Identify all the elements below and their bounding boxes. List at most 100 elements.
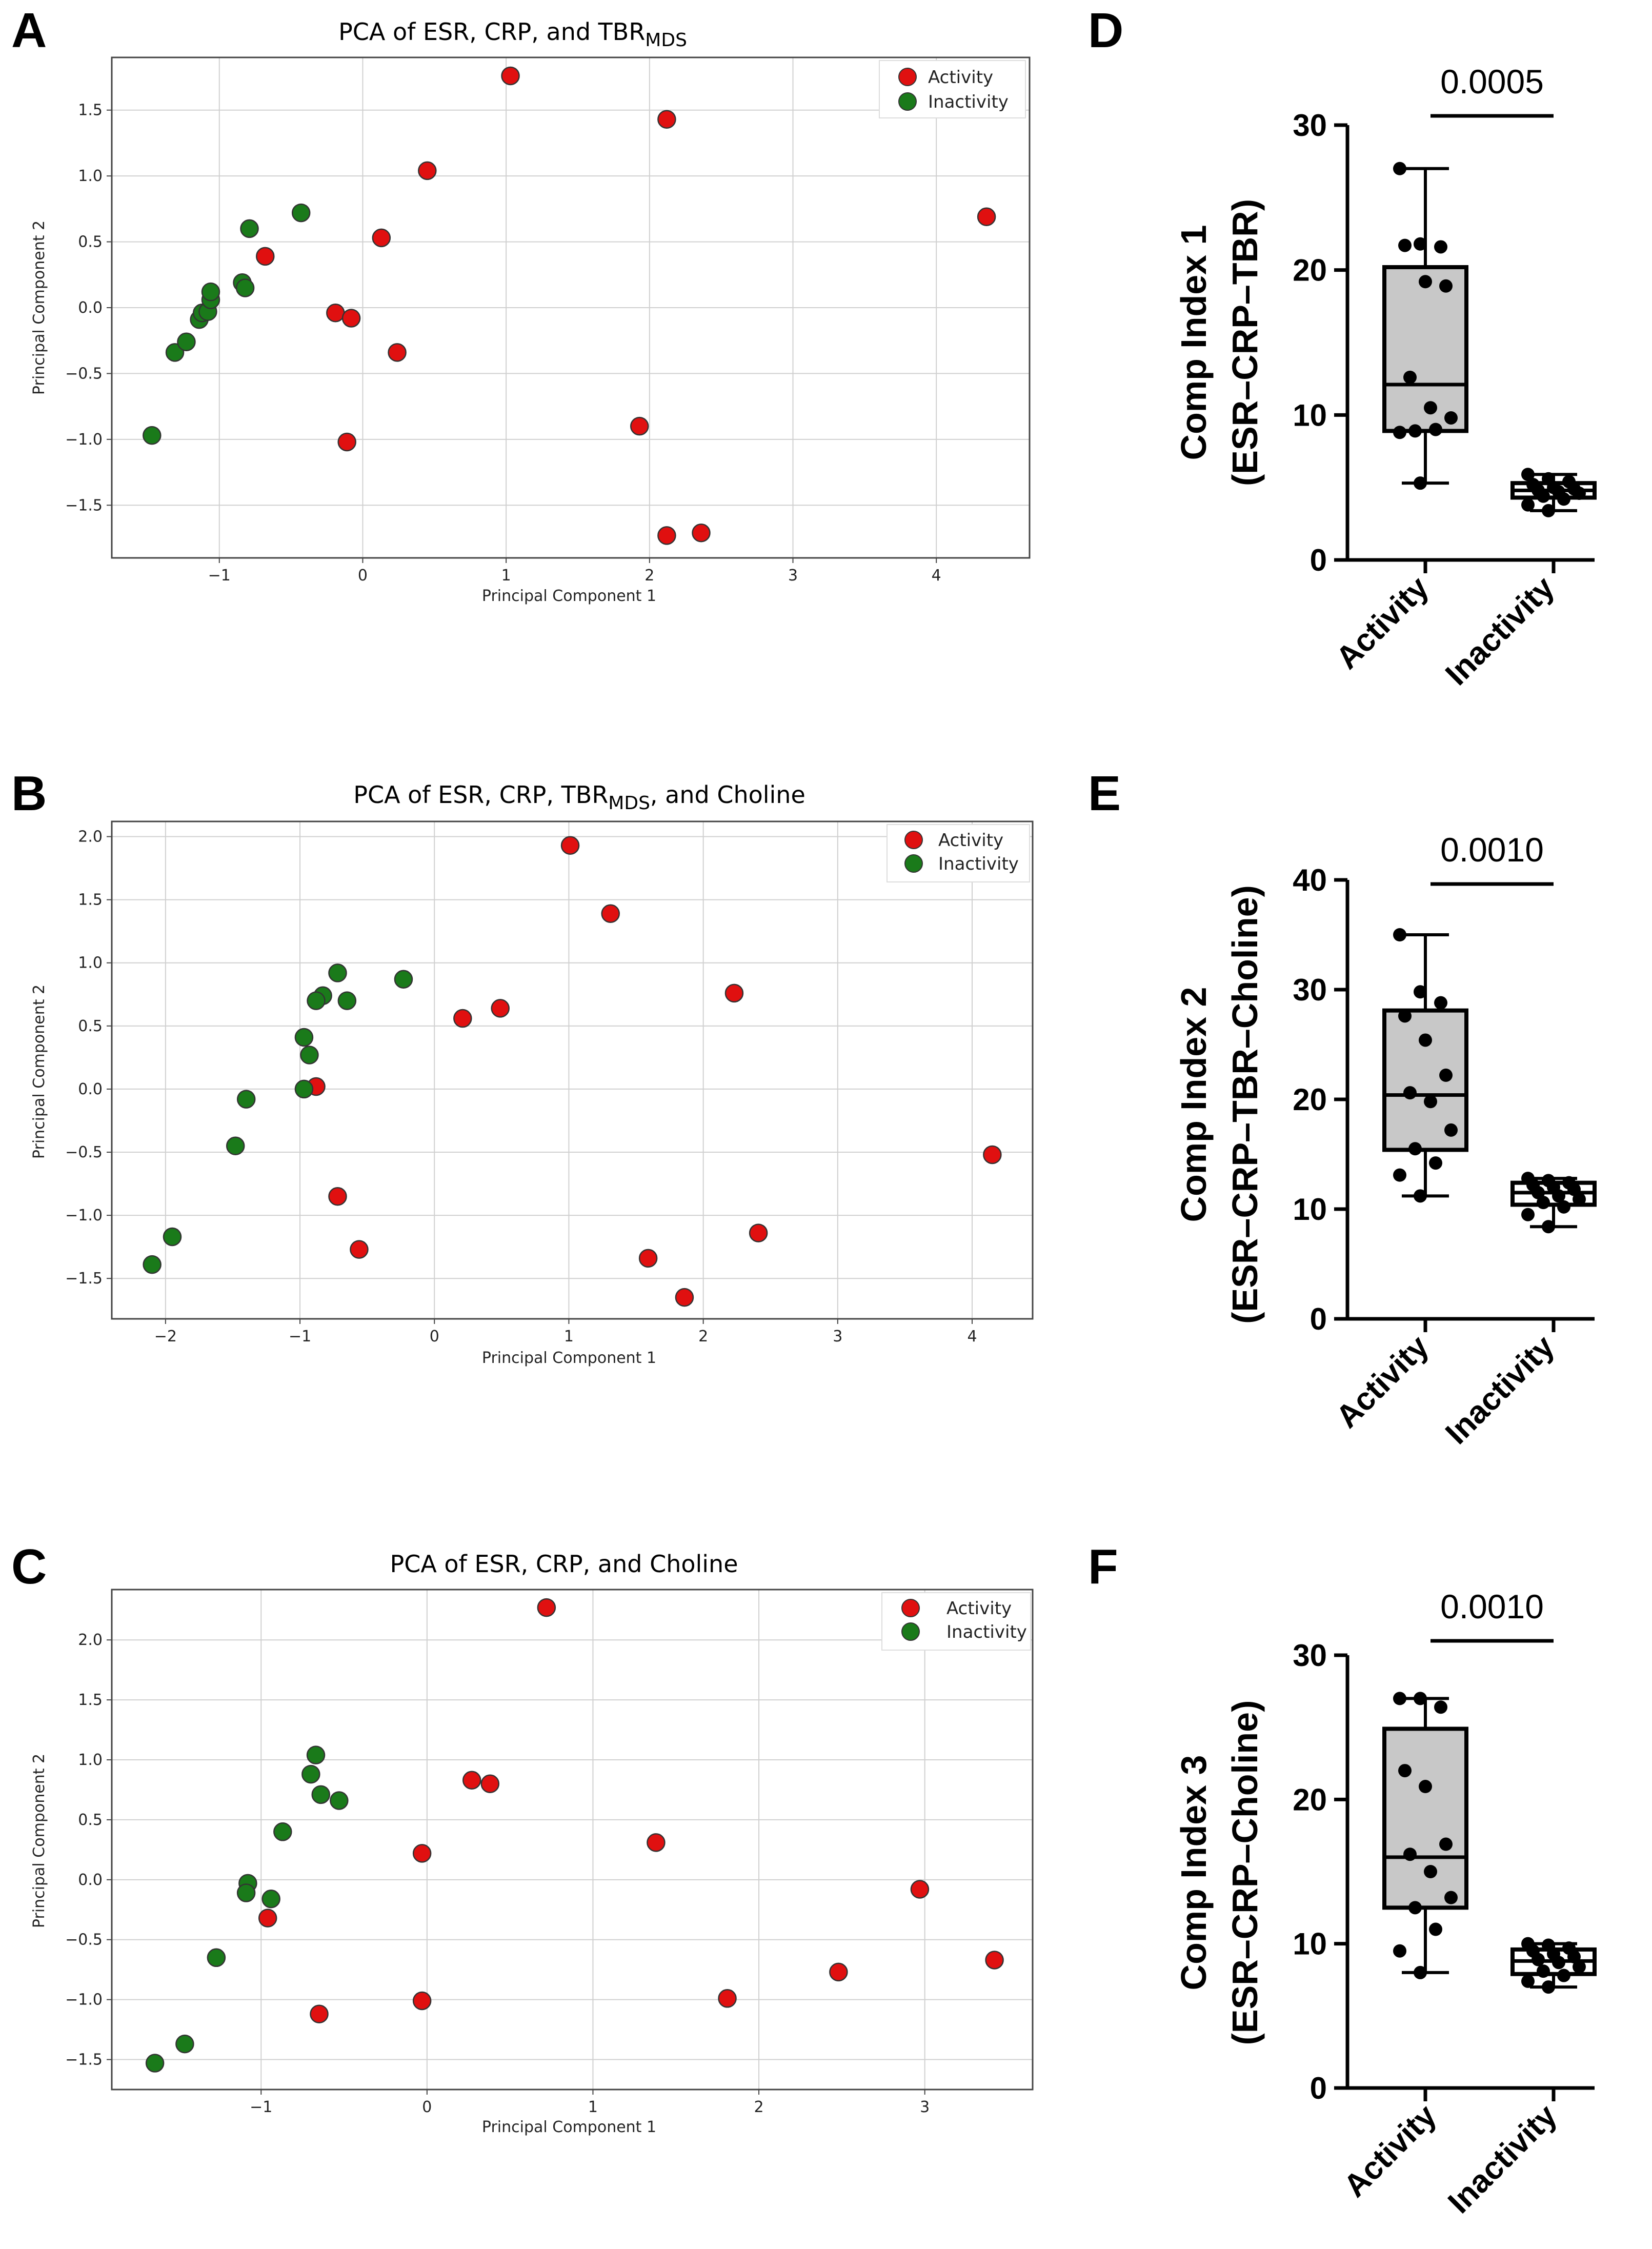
- pca-b-point-inactivity: [294, 1079, 314, 1099]
- pca-a-y-tick-label: −0.5: [65, 365, 103, 383]
- pca-b-legend-activity-marker: [904, 831, 923, 849]
- pca-a-ticks: −1 0 1 2 3 4 −1.5 −1.0 −0.5 0.0 0.5 1.0 1.5: [65, 102, 941, 585]
- pca-b-y-tick-label: 2.0: [78, 828, 103, 846]
- pca-a-y-tick-label: −1.0: [65, 431, 103, 449]
- pca-c-legend-inactivity-marker: [901, 1622, 920, 1641]
- pca-b-y-axis-label: Principal Component 2: [30, 985, 48, 1159]
- pca-c-x-axis-label: Principal Component 1: [482, 2118, 656, 2136]
- box-e-y-axis-sublabel: (ESR–CRP–TBR–Choline): [1225, 885, 1265, 1324]
- box-f-iqr-activity: [1382, 1726, 1468, 1910]
- pca-c-point-inactivity: [145, 2054, 165, 2073]
- box-f-point-activity: [1393, 1944, 1406, 1958]
- pca-c-y-tick-label: 0.0: [78, 1871, 103, 1889]
- box-d-y-tick-label: 30: [1293, 108, 1327, 143]
- pca-c-point-inactivity: [273, 1822, 292, 1841]
- pca-b-point-inactivity: [337, 991, 357, 1010]
- box-f-point-activity: [1403, 1848, 1417, 1861]
- pca-a-point-activity: [256, 247, 275, 266]
- box-f-point-activity: [1419, 1780, 1432, 1794]
- pca-c-point-inactivity: [236, 1883, 256, 1902]
- pca-c-point-activity: [258, 1909, 277, 1927]
- box-f-y-tick-label: 0: [1310, 2071, 1327, 2105]
- box-f-point-activity: [1398, 1764, 1412, 1778]
- box-d-boxes: [1382, 162, 1597, 517]
- pca-b-point-inactivity: [328, 963, 347, 982]
- pca-c-point-inactivity: [207, 1948, 226, 1967]
- box-d-point-activity: [1393, 426, 1406, 439]
- box-e-point-activity: [1403, 1086, 1417, 1100]
- box-e-point-inactivity: [1542, 1220, 1555, 1234]
- pca-c-point-activity: [480, 1774, 500, 1794]
- pca-b-x-tick-label: 3: [833, 1328, 842, 1346]
- pca-a-point-inactivity: [291, 203, 311, 223]
- pca-c-legend-inactivity-label: Inactivity: [946, 1622, 1027, 1642]
- pca-a-point-inactivity: [177, 332, 196, 352]
- pca-a-point-activity: [657, 110, 676, 129]
- box-d-point-activity: [1429, 423, 1442, 436]
- pca-c-y-tick-label: 0.5: [78, 1811, 103, 1829]
- pca-a-point-inactivity: [165, 343, 185, 362]
- box-f-y-tick-label: 30: [1293, 1638, 1327, 1673]
- box-d-y-tick-label: 20: [1293, 253, 1327, 288]
- box-d-y-tick-label: 10: [1293, 398, 1327, 432]
- box-d-point-inactivity: [1542, 504, 1555, 517]
- pca-b-y-tick-label: −0.5: [65, 1143, 103, 1161]
- box-d-point-activity: [1408, 424, 1422, 438]
- box-d-point-activity: [1414, 476, 1427, 490]
- pca-c-point-inactivity: [330, 1791, 349, 1810]
- pca-a-x-tick-label: 3: [788, 567, 798, 585]
- pca-c-point-activity: [910, 1880, 930, 1899]
- pca-a-x-axis-label: Principal Component 1: [482, 587, 656, 605]
- pca-b-y-tick-label: 1.5: [78, 891, 103, 909]
- pca-b-point-inactivity: [294, 1028, 314, 1047]
- box-e-point-inactivity: [1557, 1200, 1570, 1214]
- pca-b-y-tick-label: −1.0: [65, 1207, 103, 1224]
- box-d-point-activity: [1424, 401, 1437, 415]
- box-d-y-axis-label: Comp Index 1: [1174, 225, 1214, 460]
- pca-a-point-activity: [977, 207, 996, 227]
- box-d-point-activity: [1414, 237, 1427, 251]
- box-f-y-axis-sublabel: (ESR–CRP–Choline): [1225, 1700, 1265, 2045]
- box-e-point-inactivity: [1567, 1182, 1581, 1196]
- pca-a-title-main: PCA of ESR, CRP, and TBR: [338, 18, 645, 46]
- pca-b-point-inactivity: [226, 1136, 245, 1155]
- panel-letter-f: F: [1088, 1539, 1118, 1594]
- pca-a-point-activity: [337, 432, 356, 452]
- pca-a-legend-inactivity-label: Inactivity: [928, 92, 1009, 112]
- pca-b-point-activity: [560, 836, 580, 855]
- pca-c-y-tick-label: −0.5: [65, 1931, 103, 1949]
- pca-c-point-activity: [829, 1962, 848, 1982]
- box-e-point-activity: [1424, 1095, 1437, 1109]
- box-f-boxes: [1382, 1692, 1597, 1994]
- pca-b-point-inactivity: [143, 1255, 162, 1274]
- pca-b-grid: [112, 821, 1033, 1319]
- pca-b-y-tick-label: 0.5: [78, 1017, 103, 1035]
- pca-a-y-tick-label: 1.0: [78, 167, 103, 185]
- pca-a-point-activity: [388, 343, 407, 362]
- pca-c-point-inactivity: [306, 1745, 326, 1764]
- box-f-point-inactivity: [1552, 1956, 1565, 1970]
- pca-b-point-activity: [350, 1240, 369, 1259]
- pca-c-y-tick-label: 2.0: [78, 1631, 103, 1649]
- panel-letter-a: A: [11, 3, 47, 58]
- pca-b-x-axis-label: Principal Component 1: [482, 1349, 656, 1367]
- box-e-point-inactivity: [1573, 1192, 1586, 1206]
- box-f-point-inactivity: [1557, 1969, 1570, 1982]
- pca-c-x-tick-label: 2: [754, 2098, 764, 2116]
- pca-c-title: PCA of ESR, CRP, and Choline: [390, 1550, 738, 1578]
- pca-b-point-activity: [983, 1145, 1002, 1164]
- box-f-y-tick-label: 10: [1293, 1927, 1327, 1961]
- pca-b-point-inactivity: [307, 991, 326, 1010]
- pca-c-y-tick-label: −1.5: [65, 2051, 103, 2069]
- box-d-point-inactivity: [1521, 498, 1535, 512]
- pca-c-point-inactivity: [261, 1889, 280, 1909]
- pca-b-title: PCA of ESR, CRP, TBRMDS, and Choline: [353, 781, 805, 814]
- box-e-point-activity: [1393, 928, 1406, 941]
- box-d-point-activity: [1444, 411, 1458, 425]
- pca-c-point-activity: [647, 1833, 666, 1852]
- pca-c-y-tick-label: 1.0: [78, 1751, 103, 1769]
- pca-b-point-inactivity: [236, 1090, 256, 1109]
- box-f-point-activity: [1414, 1692, 1427, 1705]
- box-e-y-tick-label: 40: [1293, 863, 1327, 897]
- box-e-p-value: 0.0010: [1440, 831, 1544, 869]
